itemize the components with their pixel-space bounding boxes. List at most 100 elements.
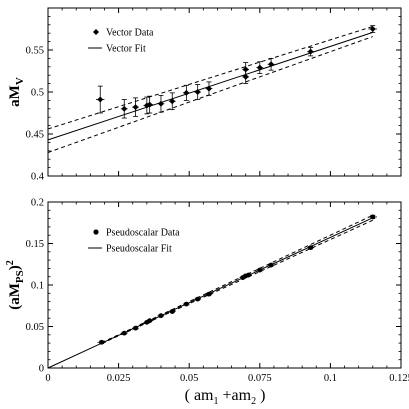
vector-y-axis-label-sub: V [14, 77, 26, 85]
pseudoscalar-panel: 0 0.025 0.05 0.075 0.1 0.125 0 0.05 0.1 0.15 0.2 P… [5, 198, 409, 408]
vector-data-point [307, 47, 315, 57]
circle-marker [246, 272, 251, 278]
diamond-marker [121, 105, 128, 112]
vector-fit-lines [47, 26, 373, 153]
vector-data-point [267, 58, 275, 71]
y-tick-label: 0.15 [26, 239, 44, 250]
x-tick-label: 0.1 [324, 373, 337, 384]
vector-data-point [242, 69, 250, 84]
diamond-marker [157, 100, 164, 107]
y-tick-label: 0.05 [26, 322, 44, 333]
pseudoscalar-data-point [182, 301, 190, 307]
y-tick-label: 0.5 [31, 88, 44, 99]
pseudoscalar-data-point [194, 296, 202, 302]
circle-marker [169, 309, 175, 314]
diamond-marker [242, 73, 249, 80]
pseudoscalar-data-point [120, 330, 128, 336]
pseudoscalar-data-point [97, 339, 106, 345]
pseudoscalar-data-point [368, 214, 377, 220]
diamond-marker [183, 89, 190, 96]
vector-data-point [168, 92, 176, 111]
y-tick-label: 0.2 [31, 198, 44, 209]
vector-data-point [194, 84, 202, 100]
pseudoscalar-data-point [267, 262, 275, 268]
vector-fit-lower-bound [47, 36, 373, 153]
pseudoscalar-data-point [245, 272, 252, 278]
diamond-marker [242, 66, 249, 73]
x-axis-label-sub2: 2 [251, 396, 256, 407]
circle-marker [158, 313, 164, 319]
pseudoscalar-y-axis-label-tail: ) [7, 265, 23, 270]
x-tick-label: 0.075 [248, 373, 272, 384]
diamond-marker [205, 85, 212, 92]
diamond-marker [132, 104, 139, 111]
vector-axis-ticks: 0.4 0.45 0.5 0.55 [26, 7, 402, 183]
vector-data-point [157, 94, 165, 113]
x-tick-label: 0.025 [107, 373, 131, 384]
vector-data-point [182, 84, 190, 101]
diamond-marker [194, 89, 201, 95]
vector-data-point [205, 81, 213, 96]
legend-vector-fit-label: Vector Fit [106, 44, 146, 55]
x-axis-label-close: ) [256, 387, 265, 404]
pseudoscalar-axis-ticks: 0 0.025 0.05 0.075 0.1 0.125 0 0.05 0.1 0.15 0.2 [26, 198, 409, 385]
circle-marker [195, 296, 201, 302]
vector-data-point [120, 99, 128, 119]
vector-plot-frame [47, 7, 402, 177]
circle-marker [99, 339, 105, 345]
pseudoscalar-legend: Pseudoscalar Data Pseudoscalar Fit [88, 228, 180, 255]
pseudoscalar-fit-lines [47, 214, 373, 369]
vector-fit-line [47, 31, 373, 141]
circle-marker [206, 291, 212, 297]
y-tick-label: 0.1 [31, 281, 44, 292]
vector-data-point [146, 95, 154, 114]
pseudoscalar-fit-lower-bound [101, 219, 373, 344]
pseudoscalar-data-point [146, 318, 154, 324]
diamond-marker [256, 64, 263, 71]
y-tick-label: 0.55 [26, 46, 44, 57]
y-tick-label: 0.4 [31, 172, 45, 183]
pseudoscalar-data-point [256, 267, 264, 273]
x-tick-label: 0 [45, 373, 50, 384]
diamond-marker [146, 101, 153, 108]
diamond-marker [369, 26, 376, 32]
vector-data-points [96, 25, 377, 119]
legend-diamond-marker [93, 29, 99, 35]
pseudoscalar-data-point [168, 309, 176, 314]
diamond-marker [97, 96, 104, 103]
diamond-marker [307, 48, 314, 55]
circle-marker [121, 330, 127, 336]
vector-data-point [256, 61, 264, 74]
legend-circle-marker [93, 229, 99, 235]
circle-marker [268, 262, 274, 268]
x-axis-label-mid: +am [218, 387, 251, 404]
pseudoscalar-y-axis-label: (aMPS)2 [5, 260, 26, 310]
vector-panel: 0.4 0.45 0.5 0.55 Vector Data Vector Fit aM… [7, 7, 402, 183]
x-axis-label: ( am1 +am2 ) [185, 387, 266, 407]
pseudoscalar-data-point [205, 291, 213, 297]
pseudoscalar-data-points [97, 214, 377, 345]
x-axis-label-open: ( am [185, 387, 214, 404]
y-tick-label: 0.45 [26, 130, 44, 141]
pseudoscalar-y-axis-label-main: (aM [7, 283, 23, 310]
circle-marker [133, 325, 138, 331]
circle-marker [147, 318, 153, 324]
diamond-marker [268, 61, 275, 68]
circle-marker [257, 267, 263, 273]
pseudoscalar-data-point [132, 325, 139, 331]
circle-marker [370, 214, 376, 220]
x-tick-label: 0.125 [389, 373, 409, 384]
vector-y-axis-label: aMV [7, 77, 26, 107]
pseudoscalar-y-axis-label-sup: 2 [5, 260, 16, 265]
diamond-marker [169, 98, 176, 105]
y-tick-label: 0 [39, 364, 44, 375]
vector-data-point [368, 25, 377, 33]
vector-y-axis-label-main: aM [7, 85, 23, 107]
vector-fit-upper-bound [47, 26, 373, 130]
vector-legend: Vector Data Vector Fit [88, 28, 154, 55]
legend-vector-data-label: Vector Data [106, 28, 154, 39]
vector-data-point [132, 97, 139, 117]
pseudoscalar-data-point [157, 313, 165, 319]
pseudoscalar-data-point [307, 245, 315, 251]
